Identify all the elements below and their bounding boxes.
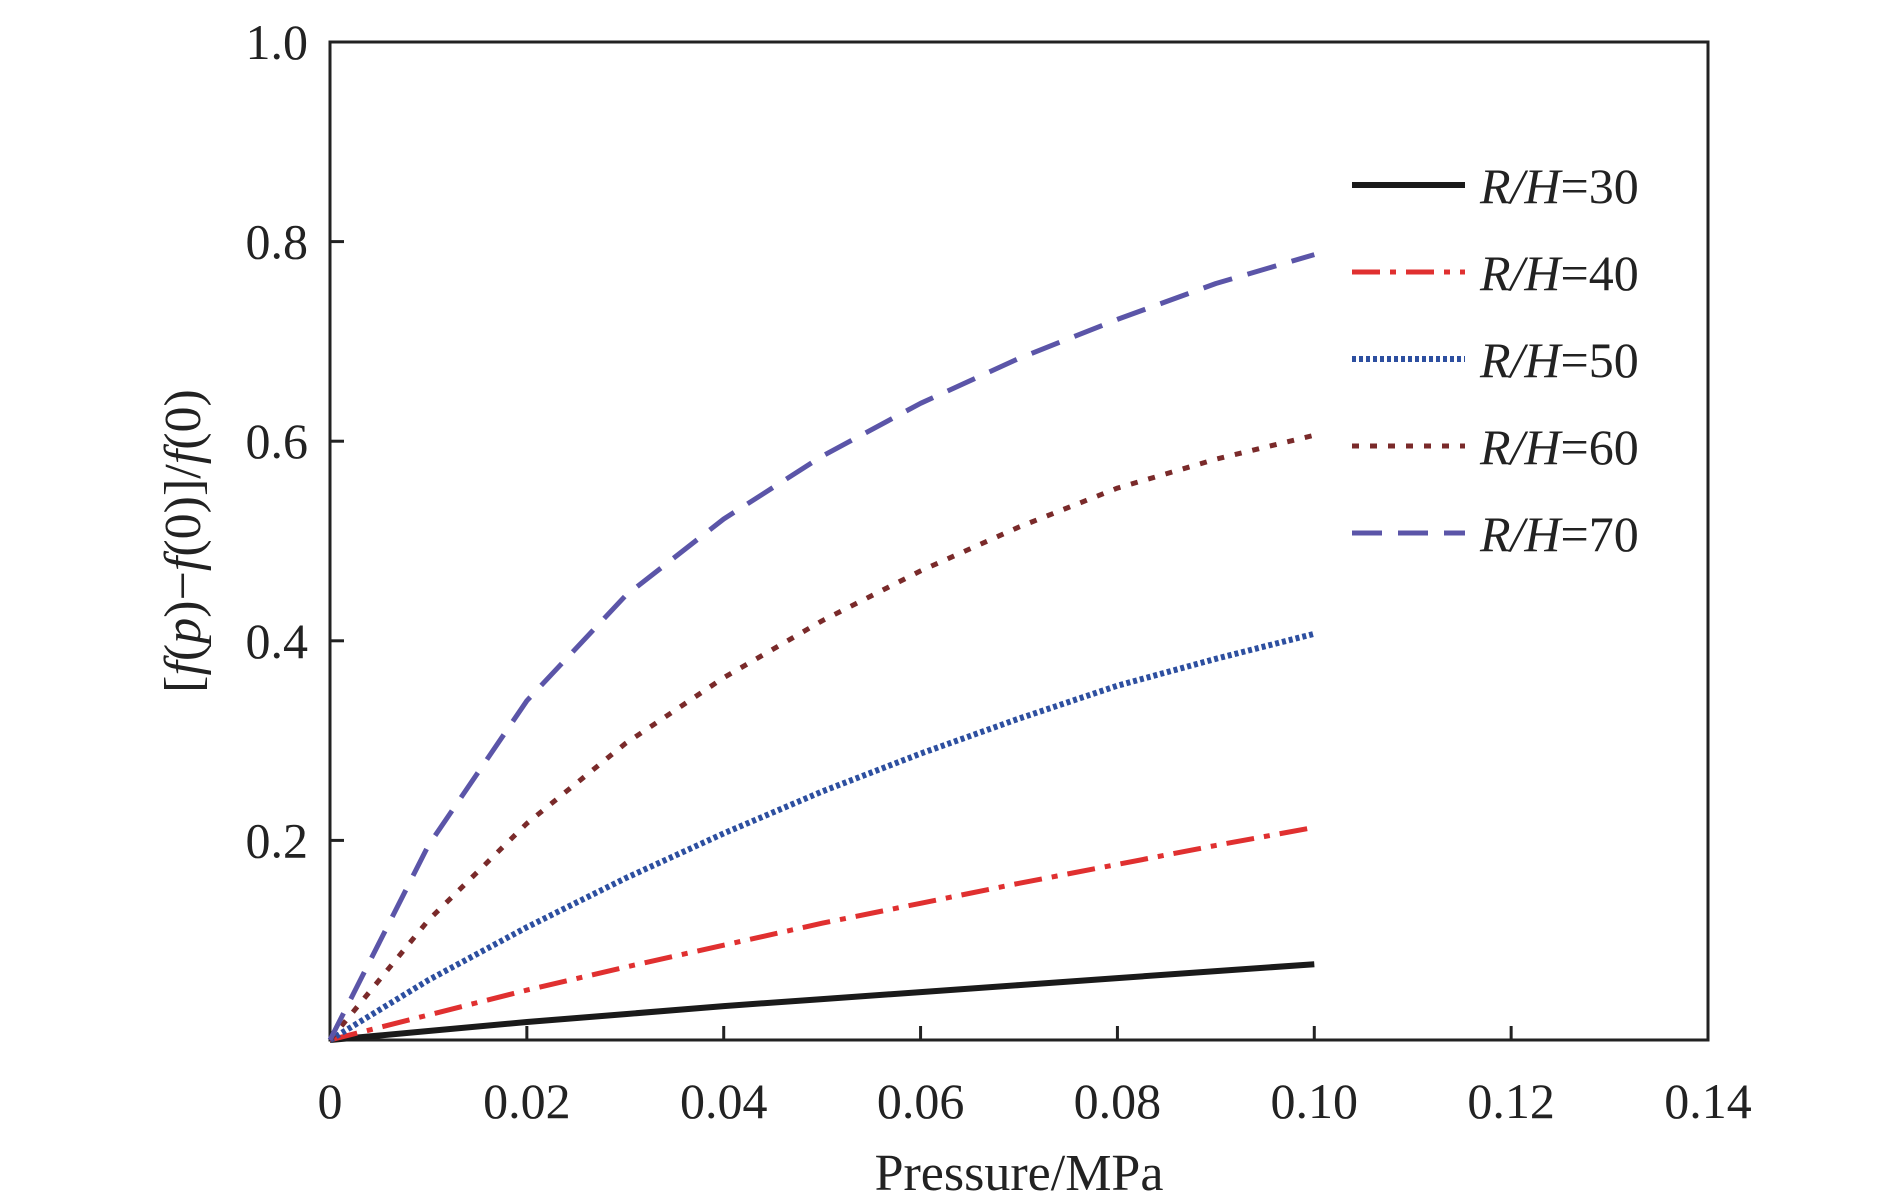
x-tick-label: 0.08	[1074, 1073, 1162, 1129]
x-tick-label: 0.06	[877, 1073, 965, 1129]
legend-label: R/H=70	[1479, 506, 1639, 562]
y-axis-title: [f(p)−f(0)]/f(0)	[155, 389, 212, 693]
y-tick-label: 0.6	[246, 413, 309, 469]
legend-label: R/H=40	[1479, 245, 1639, 301]
x-tick-label: 0.12	[1467, 1073, 1555, 1129]
plot-border	[328, 40, 1710, 1042]
x-axis-title: Pressure/MPa	[875, 1145, 1164, 1200]
legend-label: R/H=30	[1479, 158, 1639, 214]
y-tick-label: 0.8	[246, 214, 309, 270]
y-tick-label: 0.4	[246, 613, 309, 669]
legend-label: R/H=60	[1479, 419, 1639, 475]
series-line-r-h-50	[328, 630, 1316, 1043]
series-line-r-h-30	[329, 961, 1315, 1043]
series-line-r-h-60	[328, 432, 1315, 1042]
y-tick-label: 1.0	[246, 14, 309, 70]
plot-frame	[328, 40, 1710, 1042]
legend: R/H=30 R/H=40 R/H=50 R/H=60 R/H=70	[1352, 158, 1639, 562]
series-line-r-h-40	[329, 824, 1315, 1043]
series-line-r-h-70	[327, 252, 1316, 1042]
x-tick-label: 0	[318, 1073, 343, 1129]
x-axis: 0 0.02 0.04 0.06 0.08 0.10 0.12 0.14	[318, 1026, 1752, 1129]
legend-label: R/H=50	[1479, 332, 1639, 388]
x-tick-label: 0.04	[680, 1073, 768, 1129]
y-axis: 0.2 0.4 0.6 0.8 1.0	[246, 14, 344, 868]
y-tick-label: 0.2	[246, 812, 309, 868]
x-tick-label: 0.10	[1271, 1073, 1359, 1129]
series-lines	[327, 252, 1316, 1043]
x-tick-label: 0.02	[483, 1073, 571, 1129]
x-tick-label: 0.14	[1664, 1073, 1752, 1129]
